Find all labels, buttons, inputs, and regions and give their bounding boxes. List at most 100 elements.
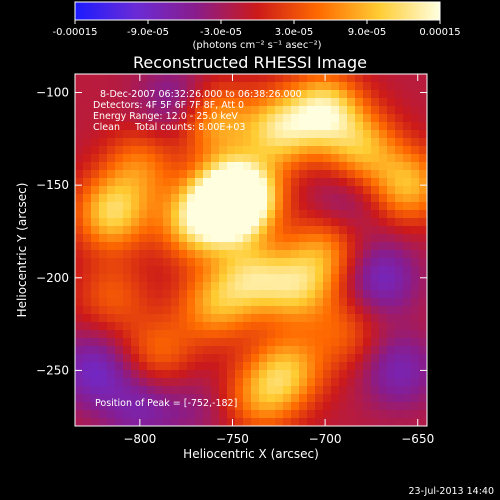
heatmap-cell	[403, 138, 412, 147]
heatmap-cell	[307, 354, 316, 363]
heatmap-cell	[99, 322, 108, 331]
heatmap-cell	[211, 346, 220, 355]
heatmap-cell	[163, 90, 172, 99]
heatmap-cell	[227, 258, 236, 267]
heatmap-cell	[363, 306, 372, 315]
heatmap-cell	[347, 346, 356, 355]
heatmap-cell	[115, 330, 124, 339]
heatmap-cell	[195, 410, 204, 419]
heatmap-cell	[219, 202, 228, 211]
heatmap-cell	[187, 218, 196, 227]
heatmap-cell	[267, 306, 276, 315]
heatmap-cell	[355, 258, 364, 267]
heatmap-cell	[259, 418, 268, 426]
heatmap-cell	[315, 122, 324, 131]
heatmap-cell	[307, 306, 316, 315]
heatmap-cell	[171, 314, 180, 323]
heatmap-cell	[195, 218, 204, 227]
heatmap-cell	[323, 418, 332, 426]
heatmap-cell	[99, 114, 108, 123]
heatmap-cell	[259, 258, 268, 267]
heatmap-cell	[155, 282, 164, 291]
heatmap-cell	[291, 178, 300, 187]
heatmap-cell	[275, 170, 284, 179]
heatmap-cell	[123, 194, 132, 203]
heatmap-cell	[315, 98, 324, 107]
heatmap-cell	[163, 138, 172, 147]
heatmap-cell	[203, 122, 212, 131]
heatmap-cell	[115, 354, 124, 363]
heatmap-cell	[395, 162, 404, 171]
heatmap-cell	[187, 354, 196, 363]
heatmap-cell	[275, 202, 284, 211]
heatmap-cell	[91, 106, 100, 115]
info-line-4: Clean Total counts: 8.00E+03	[93, 122, 245, 133]
heatmap-cell	[219, 146, 228, 155]
heatmap-cell	[267, 130, 276, 139]
heatmap-cell	[211, 138, 220, 147]
heatmap-cell	[267, 234, 276, 243]
heatmap-cell	[147, 194, 156, 203]
heatmap-cell	[243, 290, 252, 299]
heatmap-cell	[211, 210, 220, 219]
heatmap-cell	[347, 146, 356, 155]
heatmap-cell	[123, 90, 132, 99]
heatmap-cell	[107, 170, 116, 179]
heatmap-cell	[123, 346, 132, 355]
heatmap-cell	[347, 106, 356, 115]
heatmap-cell	[75, 82, 84, 91]
heatmap-cell	[275, 346, 284, 355]
heatmap-cell	[299, 162, 308, 171]
heatmap-cell	[347, 306, 356, 315]
heatmap-cell	[323, 234, 332, 243]
heatmap-cell	[163, 162, 172, 171]
heatmap-cell	[243, 154, 252, 163]
heatmap-cell	[211, 298, 220, 307]
heatmap-cell	[195, 322, 204, 331]
heatmap-cell	[419, 98, 427, 107]
heatmap-cell	[371, 346, 380, 355]
heatmap-cell	[179, 194, 188, 203]
heatmap-cell	[323, 346, 332, 355]
heatmap-cell	[211, 378, 220, 387]
heatmap-cell	[227, 202, 236, 211]
heatmap-cell	[179, 322, 188, 331]
heatmap-cell	[179, 362, 188, 371]
heatmap-cell	[179, 162, 188, 171]
heatmap-cell	[203, 322, 212, 331]
heatmap-cell	[339, 202, 348, 211]
heatmap-cell	[155, 322, 164, 331]
heatmap-cell	[323, 138, 332, 147]
heatmap-cell	[75, 154, 84, 163]
heatmap-cell	[395, 282, 404, 291]
heatmap-cell	[75, 402, 84, 411]
heatmap-cell	[315, 194, 324, 203]
heatmap-cell	[155, 378, 164, 387]
heatmap-cell	[115, 242, 124, 251]
heatmap-cell	[291, 266, 300, 275]
heatmap-cell	[243, 234, 252, 243]
colorbar-strip	[74, 1, 441, 21]
heatmap-cell	[259, 114, 268, 123]
heatmap-cell	[259, 338, 268, 347]
heatmap-cell	[123, 170, 132, 179]
heatmap-cell	[211, 330, 220, 339]
heatmap-cell	[91, 242, 100, 251]
heatmap-cell	[339, 274, 348, 283]
heatmap-cell	[299, 170, 308, 179]
heatmap-cell	[131, 370, 140, 379]
heatmap-cell	[275, 282, 284, 291]
heatmap-cell	[363, 202, 372, 211]
heatmap-cell	[131, 410, 140, 419]
heatmap-cell	[387, 354, 396, 363]
heatmap-cell	[243, 418, 252, 426]
heatmap-cell	[203, 162, 212, 171]
heatmap-cell	[403, 242, 412, 251]
heatmap-cell	[355, 362, 364, 371]
heatmap-cell	[99, 282, 108, 291]
heatmap-cell	[163, 250, 172, 259]
heatmap-cell	[267, 162, 276, 171]
heatmap-cell	[395, 258, 404, 267]
heatmap-cell	[379, 242, 388, 251]
